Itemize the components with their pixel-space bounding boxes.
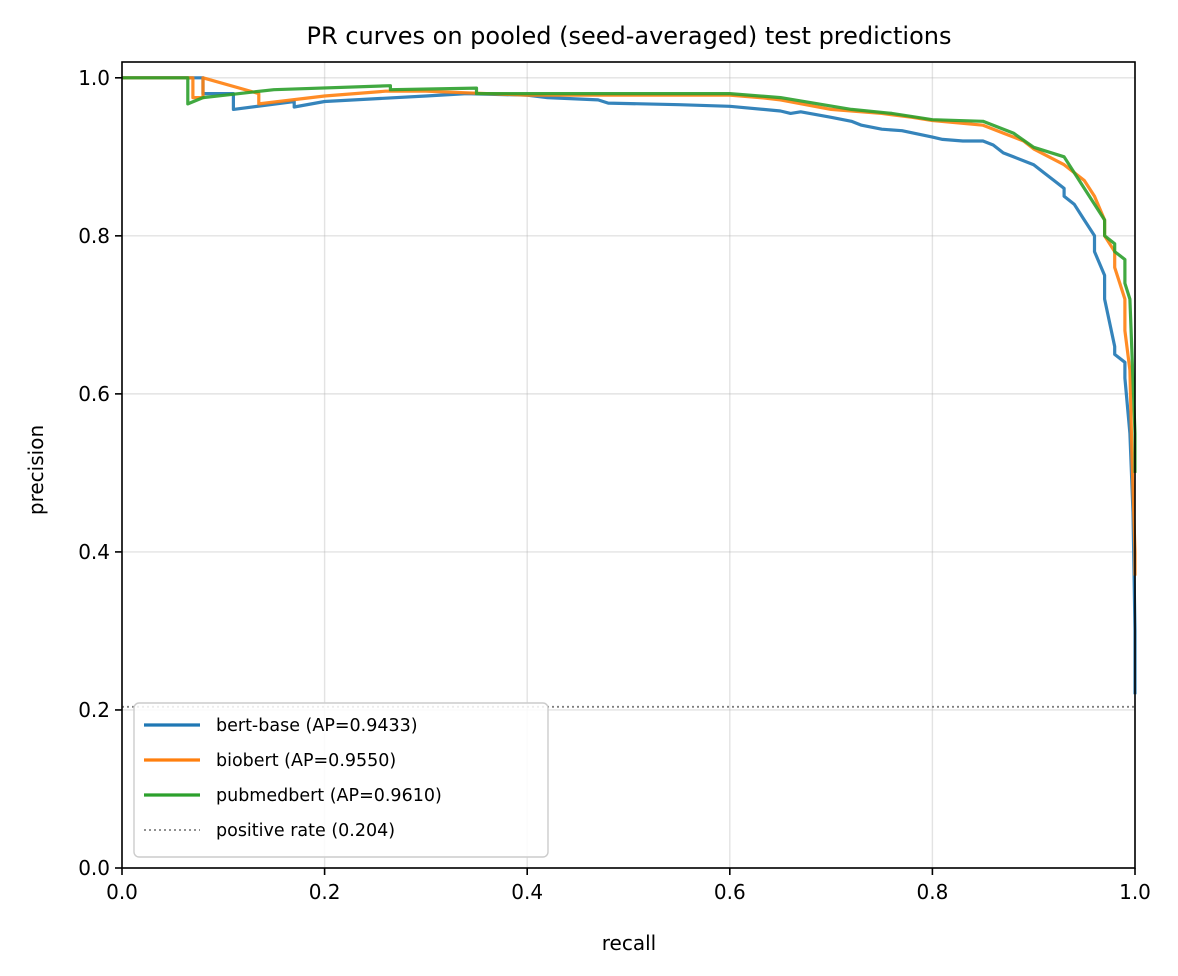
- legend-box: [133, 702, 549, 858]
- x-tick-label-1: 0.2: [309, 880, 341, 904]
- legend-label-3: positive rate (0.204): [216, 821, 395, 841]
- chart-title: PR curves on pooled (seed-averaged) test…: [307, 22, 952, 50]
- legend-label-1: biobert (AP=0.9550): [216, 751, 396, 771]
- series-lines: [122, 76, 1137, 708]
- x-tick-label-5: 1.0: [1119, 880, 1151, 904]
- legend-label-2: pubmedbert (AP=0.9610): [216, 786, 442, 806]
- legend-label-0: bert-base (AP=0.9433): [216, 716, 418, 736]
- y-axis-label: precision: [24, 425, 48, 515]
- plot-frame: [121, 61, 1136, 869]
- x-tick-label-2: 0.4: [511, 880, 543, 904]
- series-line-1: [122, 76, 1137, 576]
- legend: bert-base (AP=0.9433) biobert (AP=0.9550)…: [133, 702, 549, 858]
- series-line-2: [122, 76, 1137, 473]
- y-tick-label-0: 0.0: [78, 856, 110, 880]
- series-line-0: [122, 76, 1137, 695]
- y-tick-label-3: 0.6: [78, 382, 110, 406]
- x-tick-label-0: 0.0: [106, 880, 138, 904]
- x-tick-label-3: 0.6: [714, 880, 746, 904]
- y-tick-label-2: 0.4: [78, 540, 110, 564]
- x-tick-label-4: 0.8: [916, 880, 948, 904]
- x-axis-label: recall: [602, 931, 656, 955]
- axis-ticks: 0.0 0.2 0.4 0.6 0.8 1.0 0.0 0.2 0.4 0.6 0.8 1.0: [78, 66, 1151, 904]
- y-tick-label-1: 0.2: [78, 698, 110, 722]
- y-tick-label-4: 0.8: [78, 224, 110, 248]
- y-tick-label-5: 1.0: [78, 66, 110, 90]
